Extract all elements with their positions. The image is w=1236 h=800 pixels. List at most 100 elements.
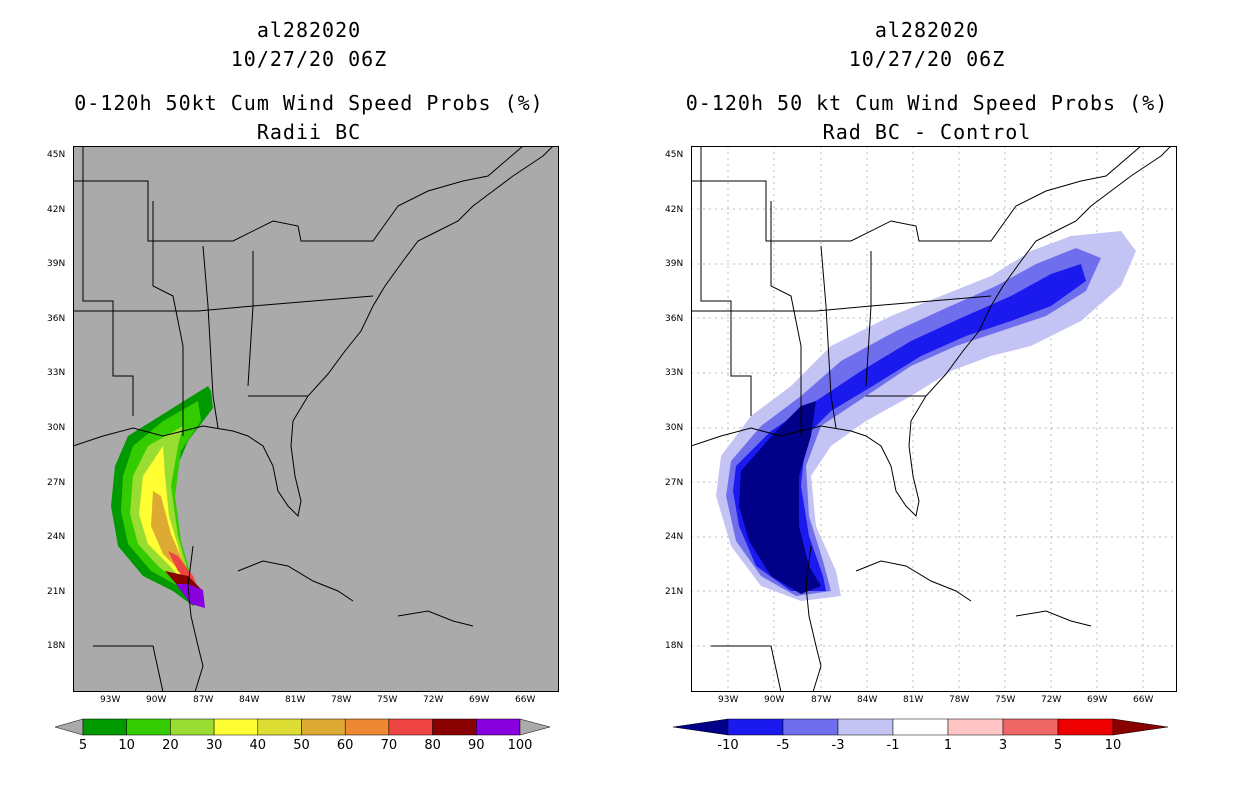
colorbar-tick-label: 5 xyxy=(78,738,88,753)
colorbar-swatch xyxy=(213,718,259,736)
lat-label: 21N xyxy=(665,587,684,597)
coastlines xyxy=(73,146,554,692)
right-panel: al282020 10/27/20 06Z 0-120h 50 kt Cum W… xyxy=(618,0,1236,800)
left-title-datetime: 10/27/20 06Z xyxy=(230,47,388,71)
colorbar-swatch xyxy=(1057,718,1114,736)
lat-label: 42N xyxy=(47,205,66,215)
lon-label: 75W xyxy=(377,695,398,705)
colorbar-swatch xyxy=(170,718,215,736)
colorbar-tick-label: 5 xyxy=(1053,738,1063,753)
colorbar-swatch xyxy=(126,718,171,736)
lat-label: 33N xyxy=(47,368,66,378)
lat-label: 39N xyxy=(665,259,684,269)
right-title-subtitle: Rad BC - Control xyxy=(822,120,1032,144)
colorbar-swatch xyxy=(301,718,346,736)
lon-label: 93W xyxy=(718,695,739,705)
diff-minus10-band xyxy=(739,401,821,594)
colorbar-tick-label: 100 xyxy=(507,738,533,753)
lon-label: 84W xyxy=(239,695,260,705)
colorbar-swatch xyxy=(82,718,127,736)
colorbar-under-triangle xyxy=(673,718,729,736)
colorbar-swatch xyxy=(257,718,302,736)
colorbar-swatch xyxy=(837,718,894,736)
right-title-product: 0-120h 50 kt Cum Wind Speed Probs (%) xyxy=(685,91,1169,115)
lat-label: 30N xyxy=(665,423,684,433)
lon-label: 81W xyxy=(285,695,306,705)
lon-label: 69W xyxy=(1087,695,1108,705)
lon-label: 72W xyxy=(423,695,444,705)
colorbar-swatch xyxy=(892,718,949,736)
lon-label: 90W xyxy=(764,695,785,705)
lon-label: 72W xyxy=(1041,695,1062,705)
lat-label: 24N xyxy=(47,532,66,542)
colorbar-under-triangle xyxy=(55,718,84,736)
lat-label: 45N xyxy=(47,150,66,160)
left-title-subtitle: Radii BC xyxy=(256,120,362,144)
lon-label: 87W xyxy=(811,695,832,705)
lon-label: 78W xyxy=(331,695,352,705)
colorbar-tick-label: 70 xyxy=(380,738,398,753)
lon-label: 93W xyxy=(100,695,121,705)
colorbar-swatch xyxy=(1002,718,1059,736)
lon-label: 90W xyxy=(146,695,167,705)
lat-label: 21N xyxy=(47,587,66,597)
colorbar-tick-label: 60 xyxy=(336,738,354,753)
left-title-product: 0-120h 50kt Cum Wind Speed Probs (%) xyxy=(74,91,544,115)
lat-label: 36N xyxy=(665,314,684,324)
colorbar-tick-label: 1 xyxy=(943,738,953,753)
colorbar-tick-label: 30 xyxy=(205,738,223,753)
colorbar-swatch xyxy=(476,718,521,736)
colorbar-over-triangle xyxy=(519,718,551,736)
colorbar-tick-label: 40 xyxy=(249,738,267,753)
left-colorbar xyxy=(55,718,551,736)
lon-label: 84W xyxy=(857,695,878,705)
lat-label: 39N xyxy=(47,259,66,269)
colorbar-tick-label: -1 xyxy=(886,738,900,753)
lon-label: 87W xyxy=(193,695,214,705)
colorbar-tick-label: 3 xyxy=(998,738,1008,753)
right-title-datetime: 10/27/20 06Z xyxy=(848,47,1006,71)
lon-label: 66W xyxy=(1133,695,1154,705)
lat-label: 27N xyxy=(665,478,684,488)
map-frame xyxy=(691,146,1177,692)
lon-label: 81W xyxy=(903,695,924,705)
lat-label: 45N xyxy=(665,150,684,160)
diff-minus1-band xyxy=(716,231,1136,601)
colorbar-swatch xyxy=(727,718,784,736)
colorbar-tick-label: 10 xyxy=(118,738,135,753)
lon-label: 75W xyxy=(995,695,1016,705)
colorbar-swatch xyxy=(344,718,390,736)
colorbar-tick-label: 50 xyxy=(293,738,310,753)
right-colorbar xyxy=(673,718,1169,736)
colorbar-tick-label: -3 xyxy=(831,738,845,753)
right-map xyxy=(691,146,1177,692)
map-background xyxy=(73,146,559,692)
colorbar-swatch xyxy=(782,718,839,736)
left-title-storm-id: al282020 xyxy=(256,18,362,42)
colorbar-tick-label: 10 xyxy=(1104,738,1122,753)
lat-label: 27N xyxy=(47,478,66,488)
lat-label: 18N xyxy=(47,641,66,651)
lat-label: 18N xyxy=(665,641,684,651)
left-panel: al282020 10/27/20 06Z 0-120h 50kt Cum Wi… xyxy=(47,18,559,753)
lat-label: 42N xyxy=(665,205,684,215)
lon-label: 66W xyxy=(515,695,536,705)
lon-label: 78W xyxy=(949,695,970,705)
lat-label: 36N xyxy=(47,314,66,324)
coastlines xyxy=(691,146,1172,692)
lat-label: 24N xyxy=(665,532,684,542)
lat-label: 30N xyxy=(47,423,66,433)
colorbar-tick-label: 20 xyxy=(162,738,179,753)
colorbar-over-triangle xyxy=(1112,718,1169,736)
prob-90-band xyxy=(176,584,205,608)
colorbar-swatch xyxy=(947,718,1004,736)
right-title-storm-id: al282020 xyxy=(874,18,980,42)
colorbar-swatch xyxy=(388,718,433,736)
colorbar-tick-label: -10 xyxy=(717,738,739,753)
lon-label: 69W xyxy=(469,695,490,705)
lat-label: 33N xyxy=(665,368,684,378)
colorbar-tick-label: 90 xyxy=(468,738,485,753)
map-frame xyxy=(73,146,559,692)
left-map xyxy=(73,146,559,692)
colorbar-swatch xyxy=(432,718,477,736)
